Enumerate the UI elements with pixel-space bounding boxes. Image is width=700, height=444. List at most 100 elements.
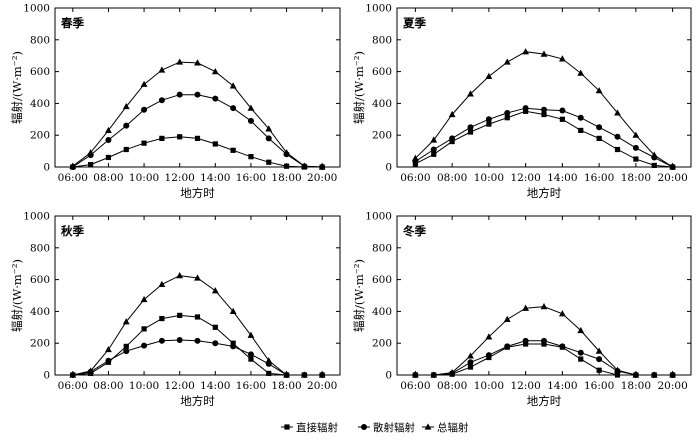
data-point (265, 125, 273, 132)
data-point (614, 366, 621, 373)
legend-item: 直接辐射 (281, 421, 338, 434)
data-point (176, 91, 183, 98)
data-point (486, 121, 492, 127)
data-point (194, 274, 201, 281)
data-point (596, 356, 603, 363)
data-point (650, 151, 658, 158)
data-point (123, 122, 130, 129)
data-point (411, 154, 419, 161)
y-tick-label: 800 (30, 34, 50, 46)
data-point (176, 272, 184, 279)
data-point (523, 341, 529, 347)
data-point (230, 343, 237, 350)
x-tick-label: 20:00 (307, 172, 337, 184)
data-point (87, 149, 95, 156)
data-point (229, 82, 237, 89)
y-tick-label: 1000 (23, 211, 50, 223)
data-point (283, 149, 290, 156)
data-point (229, 307, 237, 314)
data-point (522, 48, 530, 55)
data-point (159, 315, 165, 322)
legend-label: 散射辐射 (373, 421, 415, 434)
x-tick-label: 16:00 (584, 172, 614, 184)
data-point (540, 303, 548, 310)
data-point (87, 367, 95, 374)
legend-marker (361, 424, 367, 430)
data-point (300, 371, 308, 378)
data-point (485, 333, 493, 340)
data-point (467, 129, 474, 135)
plot-frame (54, 215, 341, 376)
series-line (72, 314, 323, 376)
data-point (194, 59, 201, 66)
data-point (485, 72, 493, 79)
data-point (541, 341, 547, 347)
x-tick-label: 18:00 (271, 172, 301, 184)
data-point (578, 127, 584, 134)
data-point (449, 135, 456, 142)
data-point (503, 315, 511, 322)
y-tick-label: 200 (372, 130, 392, 142)
data-point (467, 364, 474, 370)
y-axis-label: 辐射/(W·m⁻²) (10, 51, 24, 124)
legend-marker (424, 423, 432, 430)
y-tick-label: 0 (385, 162, 392, 174)
series-3 (411, 48, 677, 170)
plot-frame (396, 7, 692, 168)
y-tick-label: 400 (372, 306, 392, 318)
x-axis-label: 地方时 (527, 394, 562, 408)
x-axis-label: 地方时 (180, 186, 215, 200)
data-point (632, 144, 639, 151)
data-point (265, 357, 273, 364)
legend: 直接辐射 散射辐射 总辐射 (281, 421, 469, 434)
data-point (266, 159, 272, 165)
y-tick-label: 0 (43, 370, 50, 382)
panel-title: 秋季 (61, 224, 84, 238)
legend-item: 总辐射 (422, 421, 469, 434)
data-point (449, 138, 455, 145)
data-point (431, 151, 437, 157)
data-point (578, 356, 584, 362)
data-point (194, 135, 201, 141)
x-tick-label: 06:00 (58, 172, 88, 184)
data-point (230, 105, 237, 112)
y-tick-label: 200 (372, 338, 392, 350)
data-point (632, 131, 640, 138)
y-tick-label: 1000 (23, 3, 50, 15)
data-point (69, 162, 77, 169)
series-line (72, 339, 323, 376)
data-point (141, 342, 148, 349)
series-2 (412, 105, 676, 170)
x-tick-label: 10:00 (474, 172, 504, 184)
data-point (559, 107, 566, 114)
legend-label: 总辐射 (437, 421, 469, 434)
data-point (123, 348, 130, 355)
data-point (596, 124, 603, 131)
data-point (541, 337, 547, 344)
data-point (577, 114, 584, 121)
data-point (448, 369, 456, 376)
y-tick-label: 200 (30, 130, 50, 142)
data-point (230, 147, 236, 153)
data-point (247, 351, 254, 358)
y-tick-label: 1000 (365, 211, 392, 223)
x-tick-label: 06:00 (400, 380, 430, 392)
data-point (194, 337, 201, 344)
data-point (504, 109, 511, 116)
x-tick-label: 18:00 (621, 172, 651, 184)
x-tick-label: 18:00 (621, 380, 651, 392)
legend-item: 散射辐射 (358, 421, 415, 434)
x-tick-label: 16:00 (584, 380, 614, 392)
data-point (614, 133, 621, 140)
data-point (522, 105, 529, 112)
x-axis-label: 地方时 (180, 394, 215, 408)
chart-panel-2: 0 200 400 600 800 1000 06:00 08:00 10:00 12:00 14:… (352, 3, 692, 200)
data-point (503, 58, 511, 65)
data-point (158, 66, 166, 73)
legend-marker (284, 424, 290, 430)
panel-title: 冬季 (403, 224, 426, 238)
data-point (122, 102, 130, 110)
y-tick-label: 0 (43, 162, 50, 174)
data-point (105, 154, 112, 161)
x-tick-label: 06:00 (58, 380, 88, 392)
